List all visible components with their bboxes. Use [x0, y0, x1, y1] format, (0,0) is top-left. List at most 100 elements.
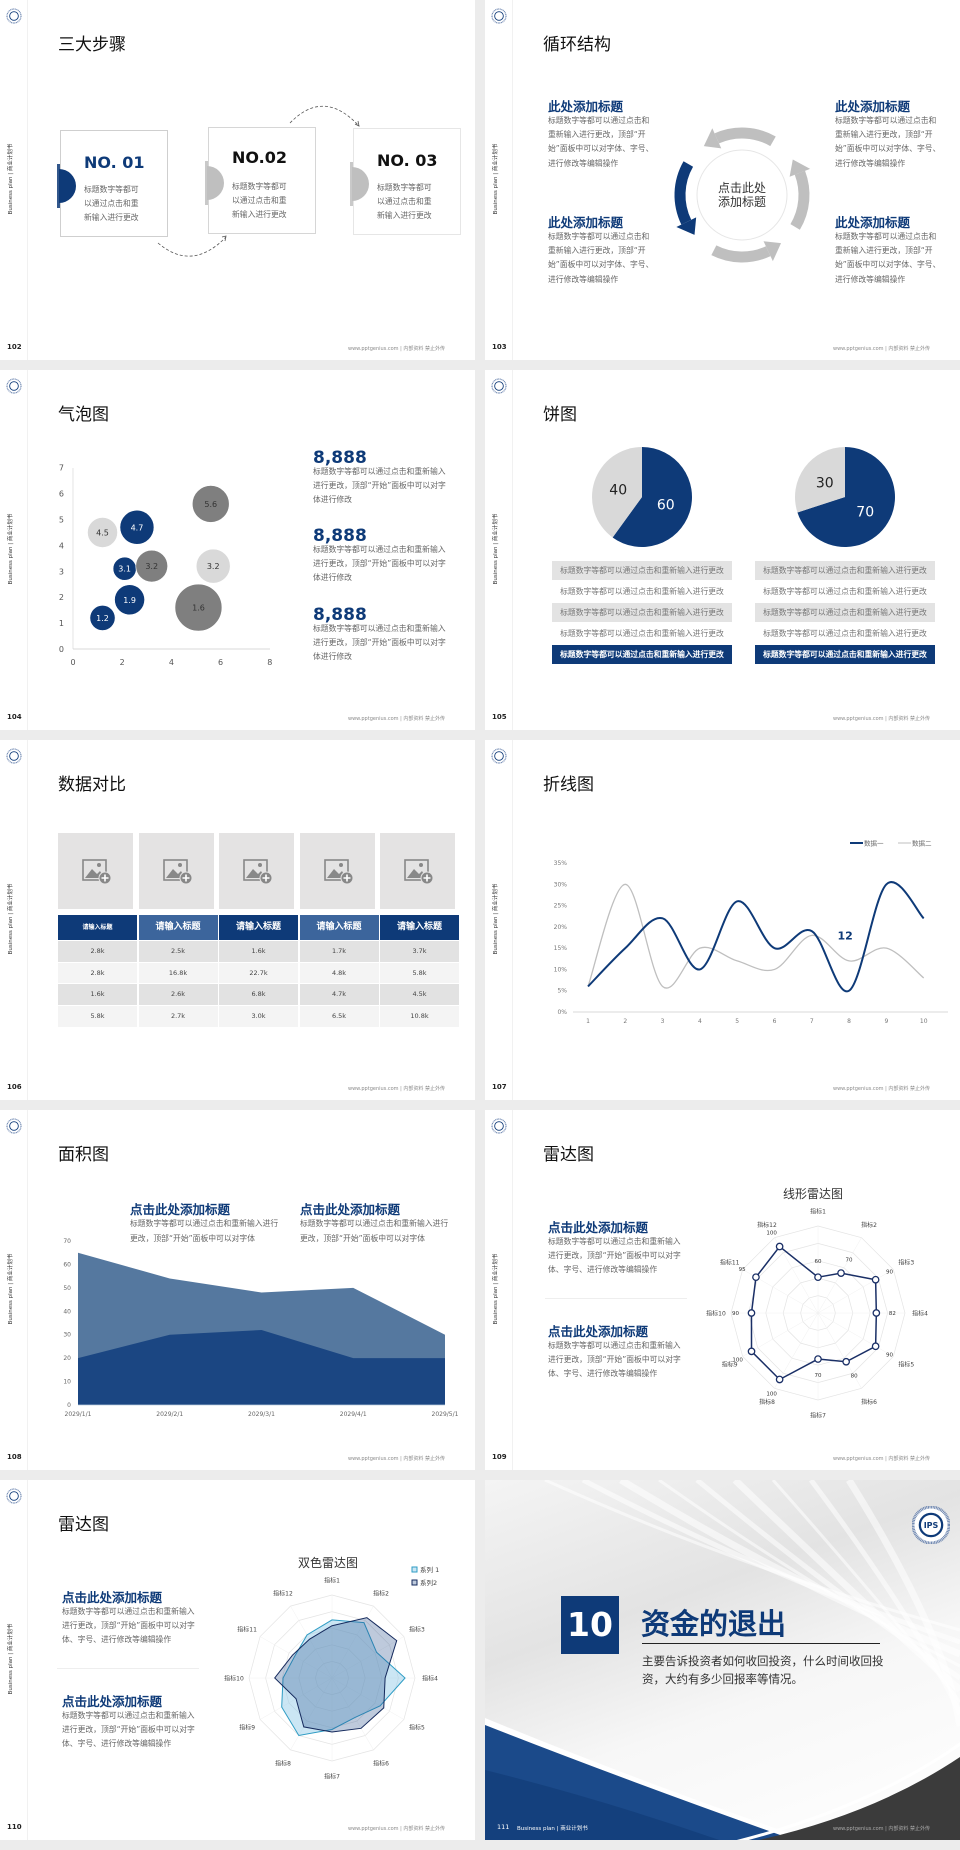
image-placeholder[interactable] [299, 833, 375, 909]
slide-109: Business plan | 商业计划书 109 www.pptgenius.co… [485, 1110, 960, 1470]
page-number: 110 [7, 1823, 22, 1831]
y-tick-label: 15% [554, 945, 568, 952]
emblem-inner-ring [9, 381, 19, 391]
step-marker-bar [350, 162, 353, 206]
legend-swatch [411, 1566, 418, 1573]
radar-axis-label: 指标2 [861, 1221, 877, 1229]
side-strip [0, 0, 28, 360]
legend-label: 数据一 [864, 839, 884, 848]
stat-text: 标题数字等都可以通过点击和重新输入进行更改，顶部“开始”面板中可以对字体进行修改 [313, 624, 446, 662]
cycle-arrow-arc [674, 161, 694, 225]
radar-point [871, 1275, 880, 1284]
cycle-arrow-arc [711, 245, 771, 263]
emblem-inner-ring [494, 1121, 504, 1131]
table-header-cell: 请输入标题 [219, 915, 298, 940]
radar-point [837, 1269, 845, 1277]
page-number: 111 [497, 1823, 510, 1831]
page-number: 103 [492, 343, 507, 351]
y-tick-label: 60 [63, 1261, 71, 1268]
x-tick-label: 5 [735, 1018, 739, 1025]
slide-102: Business plan | 商业计划书 102 www.pptgenius.co… [0, 0, 475, 360]
step-text: 标题数字等都可以通过点击和重新输入进行更改 [377, 183, 432, 221]
radar-spoke [331, 1677, 405, 1720]
slide-title: 折线图 [543, 775, 594, 795]
pie-slice [592, 447, 642, 538]
image-placeholder[interactable] [380, 833, 455, 909]
x-tick-label: 2 [623, 1018, 627, 1025]
cycle-center-label: 添加标题 [718, 195, 766, 209]
pie-slice [795, 447, 845, 513]
stat-value: 8,888 [313, 605, 367, 625]
y-tick-label: 0% [557, 1009, 567, 1016]
y-tick-label: 5% [557, 988, 567, 995]
stat-value: 8,888 [313, 448, 367, 468]
step-marker-bar [205, 161, 208, 205]
radar-spoke [817, 1269, 894, 1314]
x-tick-label: 4 [698, 1018, 702, 1025]
step-text: 标题数字等都可以通过点击和重新输入进行更改 [84, 185, 139, 223]
table-cell: 2.7k [138, 1006, 218, 1027]
picture-frame [82, 859, 107, 881]
bubble-label: 4.5 [96, 528, 109, 537]
y-tick-label: 30% [554, 881, 568, 888]
cycle-arrowhead-icon [676, 217, 697, 235]
bubble [195, 548, 231, 584]
emblem-inner-ring [9, 1121, 19, 1131]
block-text: 标题数字等都可以通过点击和重新输入进行更改，顶部“开始”面板中可以对字体、字号、… [62, 1711, 195, 1749]
radar-axis-label: 指标4 [912, 1310, 928, 1318]
side-strip [485, 370, 513, 730]
table-cell: 3.7k [380, 941, 459, 962]
side-strip [0, 1480, 28, 1840]
slide-108: Business plan | 商业计划书 108 www.pptgenius.co… [0, 1110, 475, 1470]
radar-axis-label: 指标11 [237, 1626, 257, 1634]
footer-label: Business plan | 商业计划书 [517, 1826, 588, 1832]
radar-axis-label: 指标7 [324, 1773, 340, 1781]
radar-axis-label: 指标12 [757, 1221, 777, 1229]
radar-axis-label: 指标9 [239, 1724, 255, 1732]
emblem-text: IPS [924, 1521, 939, 1530]
side-strip [485, 740, 513, 1100]
university-emblem-icon [6, 748, 22, 764]
pie-slice-label: 40 [609, 482, 627, 498]
picture-frame [162, 859, 188, 881]
footer-text: www.pptgenius.com | 内部资料 禁止外传 [832, 346, 930, 352]
image-placeholder[interactable] [219, 833, 294, 909]
stat-value: 8,888 [313, 526, 367, 546]
radar-axis-label: 指标4 [422, 1675, 438, 1683]
table-cell: 3.0k [219, 1006, 298, 1027]
x-tick-label: 10 [920, 1018, 928, 1025]
radar-data-label: 100 [766, 1231, 777, 1237]
plus-sign [262, 874, 270, 882]
image-placeholder[interactable] [138, 833, 214, 909]
y-tick-label: 2 [59, 593, 64, 602]
data-annotation: 12 [837, 929, 852, 942]
slide-title: 三大步骤 [58, 35, 126, 55]
table-header-cell: 请输入标题 [299, 915, 379, 940]
bubble [114, 584, 145, 616]
radar-point [752, 1273, 760, 1282]
charcoal-wave [758, 1756, 960, 1840]
table-cell: 4.5k [380, 984, 459, 1006]
picture-sun [97, 863, 101, 867]
side-strip [0, 740, 28, 1100]
page-number: 105 [492, 713, 507, 721]
radar-axis-label: 指标11 [720, 1259, 740, 1267]
side-strip [485, 1110, 513, 1470]
image-placeholder[interactable] [58, 833, 133, 909]
slide-103: Business plan | 商业计划书 103 www.pptgenius.co… [485, 0, 960, 360]
y-tick-label: 6 [59, 490, 64, 499]
bubble-chart: 0 1 2 3 4 5 6 7 0 2 4 6 8 1.2 1.9 3.1 4.7 4.5 3.2 5.6 3.2 1.6 [59, 464, 272, 667]
footer-text: www.pptgenius.com | 内部资料 禁止外传 [832, 1826, 930, 1832]
y-tick-label: 7 [59, 464, 64, 473]
step-text: 标题数字等都可以通过点击和重新输入进行更改 [232, 182, 287, 220]
table-header-cell: 请输入标题 [380, 915, 459, 940]
table-cell: 1.7k [299, 941, 379, 962]
side-strip [0, 370, 28, 730]
y-tick-label: 30 [63, 1332, 71, 1339]
emblem-inner-ring [918, 1512, 944, 1538]
list-row: 标题数字等都可以通过点击和重新输入进行更改 [755, 561, 935, 580]
bubble-label: 3.2 [207, 562, 220, 571]
block-heading: 点击此处添加标题 [130, 1202, 231, 1217]
list-row: 标题数字等都可以通过点击和重新输入进行更改 [755, 624, 935, 643]
slide-title: 雷达图 [543, 1145, 594, 1165]
